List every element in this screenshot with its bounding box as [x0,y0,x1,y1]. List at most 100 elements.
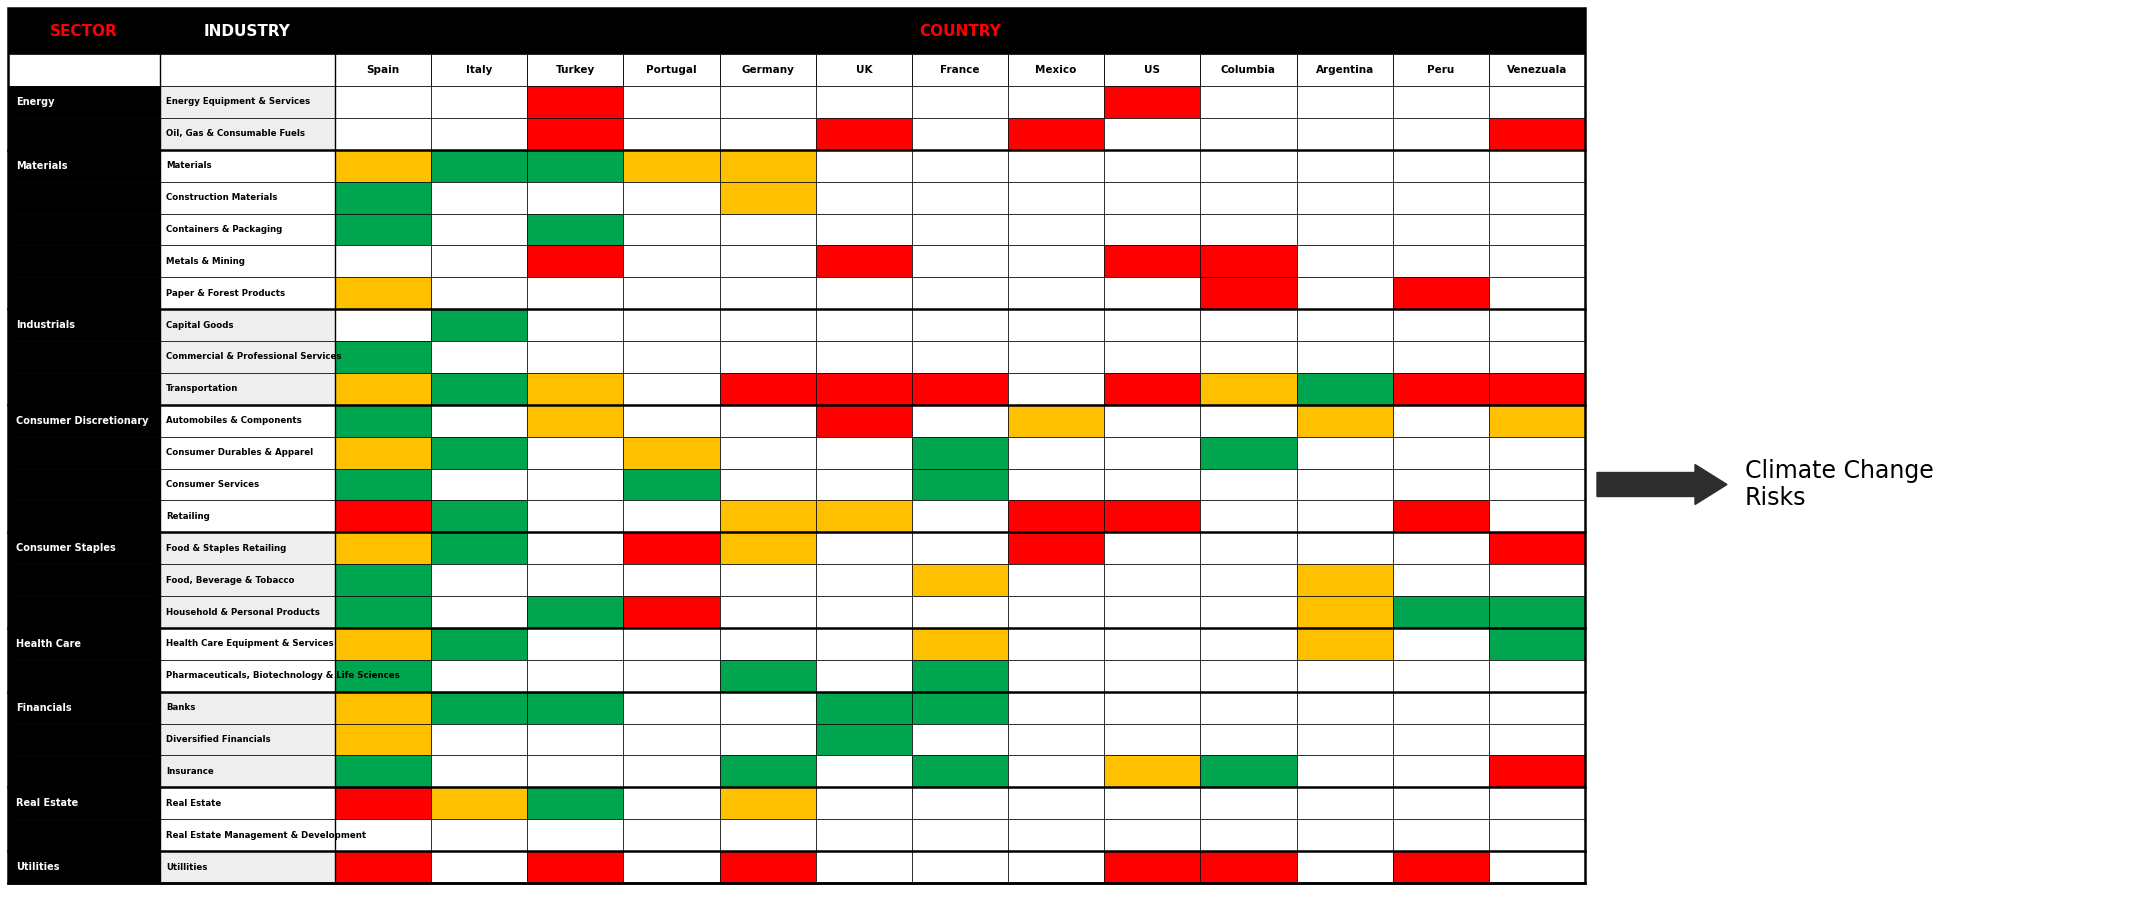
Bar [1296,373,1393,405]
Bar [624,181,719,214]
Bar [431,533,527,564]
Bar [1008,755,1104,788]
Bar [431,469,527,500]
Bar [527,724,624,755]
Bar [336,436,431,469]
Bar [527,596,624,628]
Bar [9,596,159,628]
Bar [1008,181,1104,214]
Bar [9,755,159,788]
Bar [1296,596,1393,628]
Text: Spain: Spain [366,65,400,75]
Bar [624,86,719,118]
Bar [527,564,624,596]
Bar [1296,564,1393,596]
Bar [624,214,719,245]
Bar [1201,691,1296,724]
Bar [1393,436,1490,469]
Bar [1490,150,1585,181]
Bar [431,691,527,724]
Bar [1201,436,1296,469]
Bar [913,309,1008,341]
Bar [159,819,336,851]
Text: Insurance: Insurance [166,767,213,776]
Bar [719,373,816,405]
Bar [336,86,431,118]
Bar [1201,86,1296,118]
Bar [527,373,624,405]
Bar [1201,851,1296,883]
Bar [431,118,527,150]
Bar [1490,277,1585,309]
Bar [913,788,1008,819]
Text: Household & Personal Products: Household & Personal Products [166,608,321,617]
Bar [1104,245,1201,277]
Bar [816,533,913,564]
Bar [1393,181,1490,214]
Bar [9,469,159,500]
Bar [719,118,816,150]
Bar [719,788,816,819]
Bar [624,596,719,628]
Text: Consumer Staples: Consumer Staples [15,543,116,553]
Bar [431,277,527,309]
Bar [1104,341,1201,373]
Bar [1201,628,1296,660]
Bar [719,405,816,436]
Bar [719,819,816,851]
Bar [1201,755,1296,788]
Bar [1008,596,1104,628]
Bar [1490,181,1585,214]
Bar [527,150,624,181]
Bar [719,564,816,596]
Bar [816,660,913,691]
Bar [913,691,1008,724]
Bar [624,118,719,150]
Bar [1393,851,1490,883]
Text: Automobiles & Components: Automobiles & Components [166,417,301,426]
Bar [1393,724,1490,755]
Bar [624,341,719,373]
Bar [1008,819,1104,851]
Text: UK: UK [855,65,872,75]
Bar [913,628,1008,660]
Bar [1490,755,1585,788]
Polygon shape [1598,464,1727,505]
Bar [1008,373,1104,405]
Bar [159,596,336,628]
Bar [431,245,527,277]
Bar [1393,533,1490,564]
Text: Construction Materials: Construction Materials [166,193,278,202]
Bar [816,469,913,500]
Bar [159,181,336,214]
Bar [719,86,816,118]
Bar [719,245,816,277]
Bar [527,181,624,214]
Bar [1296,341,1393,373]
Bar [1104,819,1201,851]
Bar [336,341,431,373]
Bar [1201,214,1296,245]
Bar [527,405,624,436]
Bar [527,341,624,373]
Bar [1201,788,1296,819]
Bar [1393,245,1490,277]
Bar [527,851,624,883]
Bar [9,118,159,150]
Bar [624,405,719,436]
Bar [624,245,719,277]
Bar [1201,181,1296,214]
Bar [1490,214,1585,245]
Bar [159,851,336,883]
Bar [719,150,816,181]
Bar [159,245,336,277]
Bar [9,341,159,373]
Bar [431,309,527,341]
Bar [913,214,1008,245]
Bar [1008,405,1104,436]
Text: US: US [1143,65,1160,75]
Bar [159,86,336,118]
Bar [1008,309,1104,341]
Bar [816,851,913,883]
Bar [816,341,913,373]
